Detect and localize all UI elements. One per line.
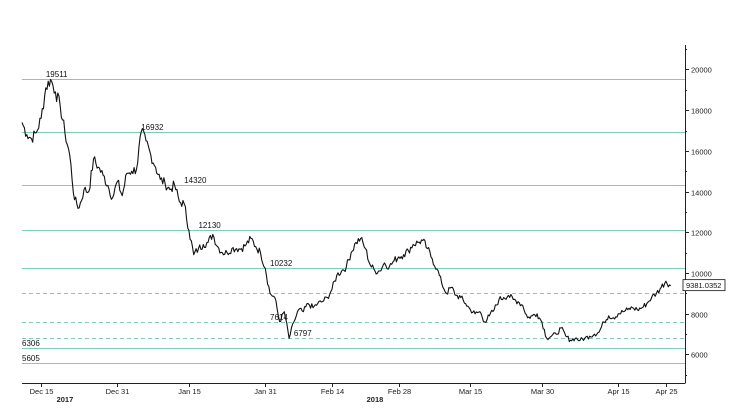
level-label: 12130 xyxy=(198,221,221,230)
level-label: 16932 xyxy=(141,123,164,132)
price-line xyxy=(21,78,672,343)
x-tick-label: Feb 14 xyxy=(321,387,344,396)
last-value-tag: 9381.0352 xyxy=(682,279,726,292)
level-label: 7614 xyxy=(270,313,288,322)
level-labels: 19511 16932 14320 12130 10232 7614 6797 6306 560… xyxy=(22,70,312,363)
y-tick-label: 12000 xyxy=(691,229,712,238)
x-tick-label: Jan 15 xyxy=(178,387,201,396)
y-tick-label: 8000 xyxy=(691,311,708,320)
level-label: 6306 xyxy=(22,339,40,348)
x-year-label: 2017 xyxy=(57,395,74,404)
last-value-box xyxy=(682,279,726,292)
level-label: 14320 xyxy=(184,176,207,185)
y-tick-label: 10000 xyxy=(691,270,712,279)
x-tick-label: Dec 31 xyxy=(106,387,130,396)
x-tick-label: Feb 28 xyxy=(388,387,411,396)
level-label: 10232 xyxy=(270,259,293,268)
level-label: 19511 xyxy=(46,70,68,79)
price-series xyxy=(21,78,672,343)
level-label: 6797 xyxy=(294,329,312,338)
x-tick-label: Mar 30 xyxy=(531,387,554,396)
x-tick-label: Apr 15 xyxy=(607,387,629,396)
last-value-text: 9381.0352 xyxy=(686,281,721,290)
y-tick-label: 16000 xyxy=(691,148,712,157)
y-tick-label: 20000 xyxy=(691,66,712,75)
y-tick-label: 6000 xyxy=(691,351,708,360)
x-tick-label: Dec 15 xyxy=(30,387,54,396)
x-tick-label: Apr 25 xyxy=(655,387,677,396)
y-tick-label: 14000 xyxy=(691,189,712,198)
horizontal-levels xyxy=(22,79,685,364)
axes: 6000 8000 10000 12000 14000 16000 18000 20000 De… xyxy=(22,45,712,404)
level-label: 5605 xyxy=(22,354,40,363)
x-tick-label: Jan 31 xyxy=(254,387,277,396)
x-tick-label: Mar 15 xyxy=(459,387,482,396)
x-year-label: 2018 xyxy=(367,395,384,404)
y-tick-label: 18000 xyxy=(691,107,712,116)
